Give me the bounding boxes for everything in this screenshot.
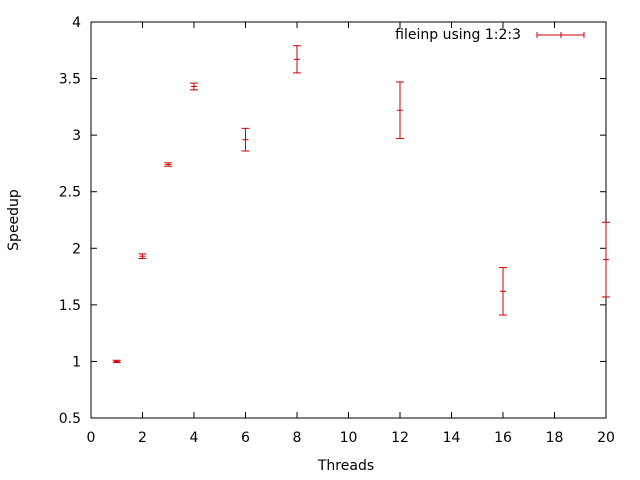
x-axis-label: Threads	[317, 458, 374, 474]
data-point	[138, 253, 147, 259]
x-tick-label: 14	[443, 430, 461, 446]
data-point	[112, 359, 121, 364]
data-points	[112, 45, 610, 364]
x-tick-label: 0	[87, 430, 96, 446]
y-tick-label: 1	[72, 354, 81, 370]
data-point	[293, 45, 301, 74]
x-tick-label: 18	[546, 430, 564, 446]
y-tick-label: 4	[72, 15, 81, 31]
data-point	[396, 81, 404, 140]
legend-label: fileinp using 1:2:3	[395, 27, 521, 43]
y-tick-label: 2	[72, 241, 81, 257]
y-tick-label: 1.5	[59, 298, 81, 314]
data-point	[499, 267, 507, 316]
x-tick-label: 4	[190, 430, 199, 446]
x-tick-label: 20	[597, 430, 615, 446]
y-tick-label: 3.5	[59, 72, 81, 88]
x-tick-label: 8	[293, 430, 302, 446]
data-point	[241, 127, 250, 152]
x-tick-label: 10	[340, 430, 358, 446]
legend-sample	[536, 32, 585, 38]
x-tick-label: 12	[391, 430, 409, 446]
axis-ticks	[90, 21, 607, 419]
y-tick-label: 3	[72, 128, 81, 144]
y-tick-label: 2.5	[59, 185, 81, 201]
x-tick-label: 16	[494, 430, 512, 446]
y-axis-label: Speedup	[6, 189, 22, 251]
legend: fileinp using 1:2:3	[395, 27, 585, 43]
data-point	[164, 162, 173, 167]
data-point	[190, 82, 198, 91]
axis-tick-labels: 0 2 4 6 8 10 12 14 16 18 20 0.5 1 1.5 2 2.5 3 3.5 4	[59, 15, 615, 446]
x-tick-label: 6	[241, 430, 250, 446]
data-point	[602, 221, 610, 298]
x-tick-label: 2	[138, 430, 147, 446]
y-tick-label: 0.5	[59, 411, 81, 427]
plot-frame	[90, 21, 607, 419]
